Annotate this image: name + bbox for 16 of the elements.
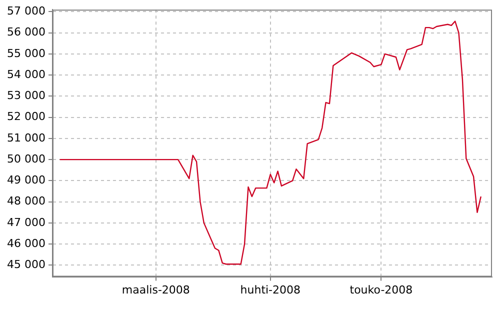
y-tick-label: 56 000 [6,26,46,39]
y-tick-label: 49 000 [6,174,46,187]
y-tick-label: 53 000 [6,89,46,102]
x-tick-label: maalis-2008 [122,283,190,296]
y-tick-label: 50 000 [6,152,46,166]
y-tick-label: 57 000 [6,4,46,18]
y-tick-label: 51 000 [6,131,46,144]
x-tick-label: huhti-2008 [240,283,301,296]
x-tick-label: touko-2008 [350,283,413,296]
y-tick-label: 47 000 [6,216,46,229]
y-tick-label: 55 000 [6,46,46,60]
y-tick-label: 48 000 [6,194,46,208]
y-tick-label: 52 000 [6,110,46,124]
y-tick-label: 45 000 [6,258,46,272]
y-tick-label: 54 000 [6,68,46,81]
y-tick-label: 46 000 [6,236,46,250]
